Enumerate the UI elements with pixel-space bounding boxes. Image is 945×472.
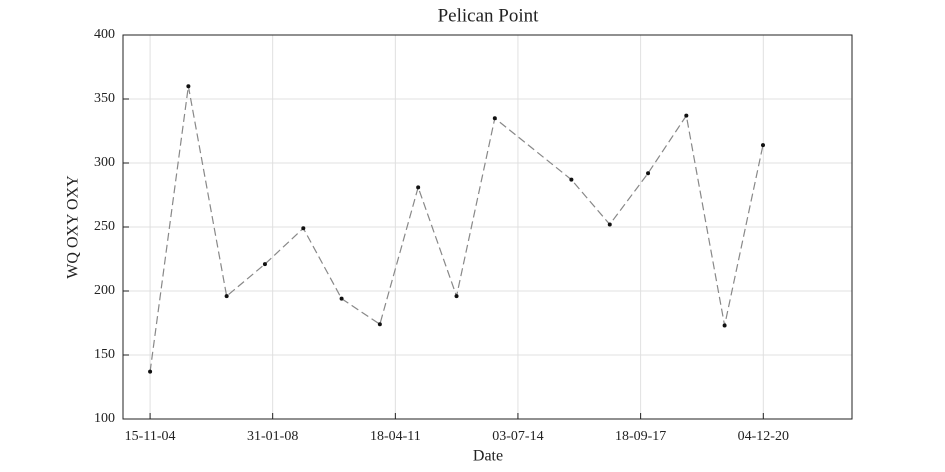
data-point	[339, 296, 344, 301]
data-point	[454, 294, 459, 299]
data-point	[760, 143, 765, 148]
data-point	[492, 116, 497, 121]
y-tick-label: 300	[94, 155, 115, 170]
y-tick-label: 250	[94, 219, 115, 234]
x-tick-label: 18-09-17	[615, 429, 666, 444]
data-point	[416, 185, 421, 190]
y-tick-label: 400	[94, 27, 115, 42]
data-point	[569, 177, 574, 182]
data-point	[301, 226, 306, 231]
data-point	[186, 84, 191, 89]
data-point	[262, 262, 267, 267]
y-tick-label: 100	[94, 411, 115, 426]
data-point	[224, 294, 229, 299]
data-point	[684, 113, 689, 118]
data-point	[148, 369, 153, 374]
x-tick-label: 04-12-20	[738, 429, 789, 444]
y-tick-label: 350	[94, 91, 115, 106]
y-tick-label: 150	[94, 347, 115, 362]
data-point	[377, 322, 382, 327]
data-line	[149, 86, 764, 372]
data-point	[607, 222, 612, 227]
plot-frame	[122, 34, 853, 420]
x-tick-label: 03-07-14	[492, 429, 543, 444]
data-point	[646, 171, 651, 176]
x-tick-label: 18-04-11	[370, 429, 421, 444]
x-tick-label: 15-11-04	[125, 429, 176, 444]
y-axis-label: WQ OXY OXY	[65, 175, 82, 279]
x-tick-label: 31-01-08	[247, 429, 298, 444]
x-axis-label: Date	[473, 448, 503, 465]
data-point	[722, 323, 727, 328]
y-tick-label: 200	[94, 283, 115, 298]
chart-title: Pelican Point	[438, 5, 540, 26]
